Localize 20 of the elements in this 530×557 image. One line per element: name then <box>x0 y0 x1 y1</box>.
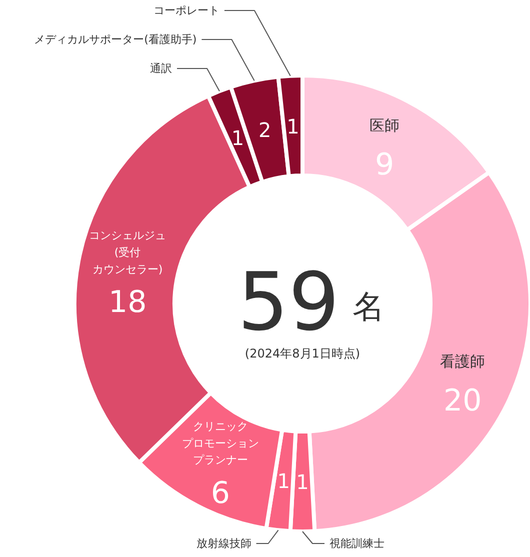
data-label: 1 <box>296 470 309 494</box>
slice-label: 視能訓練士 <box>330 537 384 550</box>
slice-label: 通訳 <box>150 62 172 75</box>
slice-label: コーポレート <box>153 4 220 17</box>
data-label: 18 <box>108 285 147 320</box>
data-label: 1 <box>286 114 300 138</box>
slice-label: 看護師 <box>440 352 486 370</box>
slice-label: メディカルサポーター(看護助手) <box>34 33 197 46</box>
data-label: 1 <box>231 126 244 150</box>
text: 59 <box>238 256 340 348</box>
text: 名 <box>352 288 384 326</box>
data-label: 6 <box>210 476 230 511</box>
slice-label: コンシェルジュ(受付カウンセラー) <box>89 229 166 276</box>
slice-label: クリニックプロモーションプランナー <box>182 420 259 467</box>
data-label: 2 <box>258 118 272 142</box>
data-label: 20 <box>443 383 482 418</box>
text: (2024年8月1日時点) <box>244 346 360 360</box>
slice-label: 医師 <box>370 116 400 135</box>
data-label: 1 <box>277 468 290 493</box>
slice-label: 放射線技師 <box>196 537 252 550</box>
